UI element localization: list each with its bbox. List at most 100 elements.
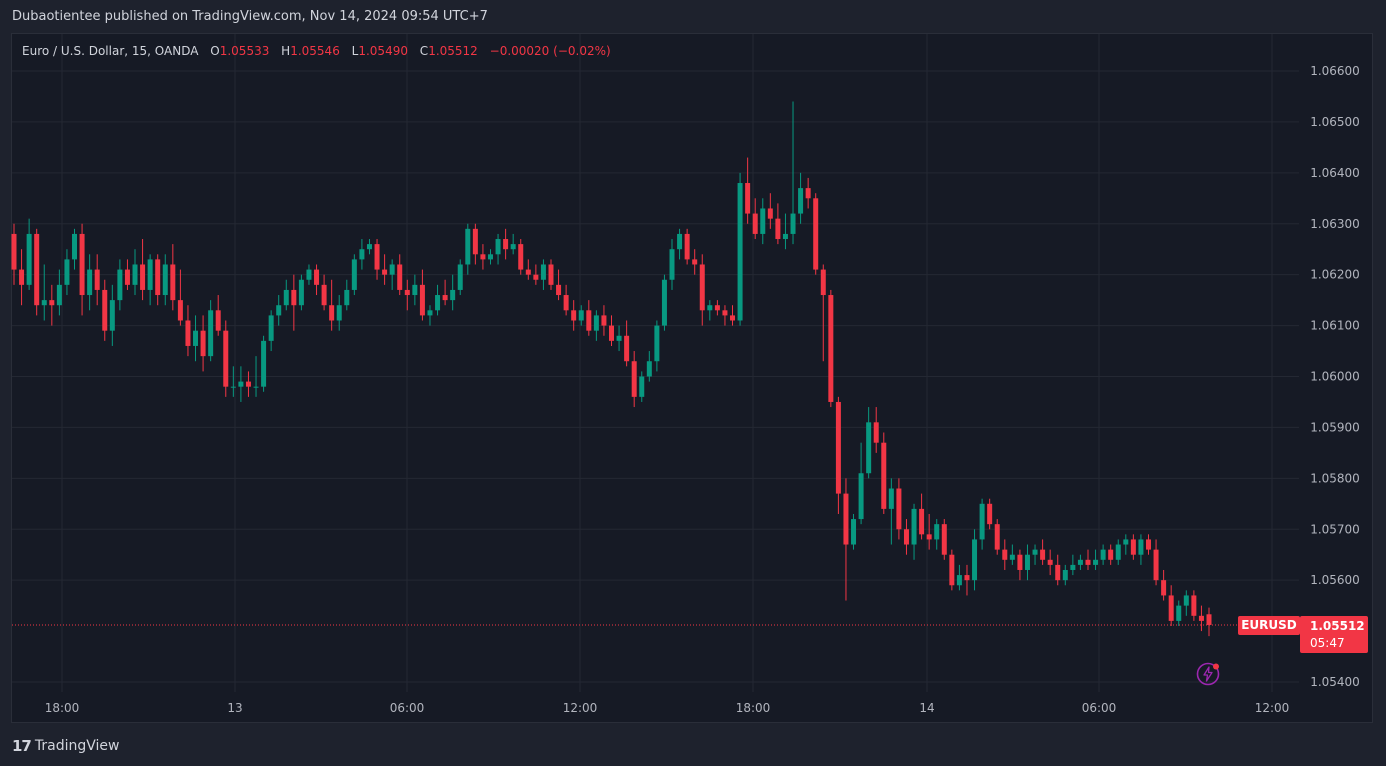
candle-body: [1108, 549, 1114, 560]
candle: [457, 259, 463, 296]
candle: [1055, 554, 1061, 586]
candle: [722, 305, 728, 326]
candle: [1017, 549, 1023, 581]
candle-body: [1100, 549, 1106, 560]
candle-body: [49, 300, 55, 306]
candle: [245, 371, 251, 397]
low-label: L: [351, 44, 359, 58]
candle: [1191, 590, 1197, 621]
chart-pane[interactable]: [11, 33, 1373, 723]
candle-body: [684, 233, 690, 260]
candle-body: [593, 315, 599, 331]
x-tick-label: 14: [919, 701, 934, 715]
candle-body: [64, 259, 70, 285]
y-tick-label: 1.06200: [1310, 268, 1360, 282]
candle: [503, 228, 509, 260]
y-tick-label: 1.06600: [1310, 64, 1360, 78]
candle: [813, 193, 819, 275]
candle-body: [253, 386, 259, 388]
candle-body: [382, 269, 388, 275]
candle-body: [1206, 614, 1212, 625]
candle: [752, 198, 758, 240]
y-tick-label: 1.06500: [1310, 115, 1360, 129]
candle: [26, 218, 32, 290]
candle-body: [374, 244, 380, 270]
candle: [896, 478, 902, 540]
y-tick-label: 1.05400: [1310, 675, 1360, 689]
candle: [956, 564, 962, 591]
candle: [94, 254, 100, 306]
candle-body: [1002, 549, 1008, 560]
candle-body: [487, 254, 493, 260]
candle-body: [412, 284, 418, 296]
candle-body: [208, 310, 214, 357]
candle-body: [147, 259, 153, 290]
candle: [677, 228, 683, 260]
x-tick-label: 18:00: [45, 701, 80, 715]
candle: [1108, 544, 1114, 565]
candle-body: [518, 244, 524, 270]
candle: [972, 529, 978, 591]
candle: [843, 478, 849, 601]
candle: [427, 305, 433, 326]
candle-body: [26, 233, 32, 285]
candle: [730, 305, 736, 326]
candle: [858, 442, 864, 525]
candle-body: [828, 295, 834, 402]
candle: [987, 498, 993, 530]
tradingview-logo[interactable]: 17 TradingView: [12, 737, 119, 755]
candle-body: [911, 508, 917, 545]
candle-body: [646, 361, 652, 377]
candle-body: [389, 264, 395, 275]
candle-body: [752, 213, 758, 234]
candle: [525, 259, 531, 280]
candle-body: [1085, 559, 1091, 565]
candle-body: [510, 244, 516, 250]
candle-body: [956, 575, 962, 586]
candle: [382, 254, 388, 285]
candle: [1040, 539, 1046, 565]
y-tick-label: 1.06400: [1310, 166, 1360, 180]
time-axis: 18:00 13 06:00 12:00 18:00 14 06:00 12:00: [45, 701, 1290, 715]
candle-body: [124, 269, 130, 285]
candle: [19, 249, 25, 306]
candle-body: [298, 279, 304, 306]
candle-body: [1047, 559, 1053, 565]
candle-body: [56, 284, 62, 306]
symbol-legend[interactable]: Euro / U.S. Dollar, 15, OANDA O1.05533 H…: [22, 44, 611, 58]
candle-body: [1009, 554, 1015, 560]
candle-body: [1198, 615, 1204, 621]
candle-body: [881, 442, 887, 509]
candle: [669, 239, 675, 290]
candle-body: [972, 539, 978, 581]
candle-body: [798, 188, 804, 214]
candle: [1145, 534, 1151, 555]
candle: [1070, 554, 1076, 576]
candle: [1032, 544, 1038, 565]
candle: [238, 366, 244, 402]
candle: [1009, 544, 1015, 565]
candle-body: [472, 228, 478, 255]
y-tick-label: 1.06300: [1310, 217, 1360, 231]
x-tick-label: 13: [227, 701, 242, 715]
price-axis: 1.06600 1.06500 1.06400 1.06300 1.06200 1.061…: [1310, 64, 1360, 689]
candle-body: [442, 295, 448, 301]
candle: [1062, 564, 1068, 586]
candle-body: [964, 575, 970, 581]
candle-body: [919, 508, 925, 535]
candle: [11, 223, 17, 285]
candle-body: [321, 284, 327, 306]
lightning-alert-icon[interactable]: [1196, 662, 1220, 686]
candle-body: [185, 320, 191, 346]
candle-body: [858, 473, 864, 520]
candle-body: [730, 315, 736, 321]
y-tick-label: 1.05900: [1310, 420, 1360, 434]
candle: [344, 279, 350, 311]
candle: [578, 305, 584, 326]
candle: [291, 274, 297, 331]
y-tick-label: 1.05800: [1310, 471, 1360, 485]
candle: [601, 305, 607, 336]
candle-body: [1138, 539, 1144, 555]
candle-body: [934, 524, 940, 540]
